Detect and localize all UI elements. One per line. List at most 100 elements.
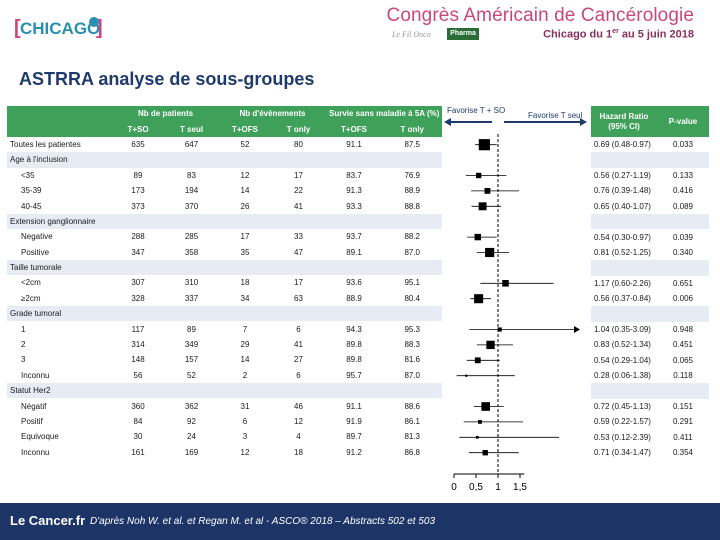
cell-value: 14 <box>240 355 250 365</box>
cell-value: 88.8 <box>404 201 421 211</box>
sub-header: T seul <box>164 121 219 137</box>
row-label: Positif <box>21 417 43 426</box>
hr-row: 0.65 (0.40-1.07) 0.089 <box>591 199 709 214</box>
cell-value <box>219 383 271 399</box>
p-value: 0.948 <box>672 324 694 334</box>
cell-value: 76.9 <box>404 170 421 180</box>
cell-value <box>382 213 443 230</box>
table-row: 2 314 349 29 41 89.8 88.3 <box>7 337 442 352</box>
sub-header: T only <box>271 121 326 137</box>
cell-value: 88.3 <box>404 340 421 350</box>
pvalue-header: P-value <box>657 106 709 137</box>
cell-value: 173 <box>131 186 145 196</box>
cell-value: 91.1 <box>346 139 362 149</box>
table-row: Toutes les patientes 635 647 52 80 91.1 87.5 <box>7 137 442 152</box>
cell-value <box>112 213 164 230</box>
row-label: Inconnu <box>21 370 50 380</box>
hazard-ratio-value: 1.04 (0.35-3.09) <box>594 324 651 334</box>
hr-point <box>484 188 491 194</box>
cell-value <box>382 383 443 399</box>
row-label: 2 <box>21 340 26 350</box>
hazard-ratio-value: 0.72 (0.45-1.13) <box>594 401 651 411</box>
cell-value: 41 <box>294 340 303 350</box>
hr-row: 0.72 (0.45-1.13) 0.151 <box>591 399 709 414</box>
p-value: 0.451 <box>672 340 694 350</box>
hr-row: 0.83 (0.52-1.34) 0.451 <box>591 337 709 352</box>
cell-value: 87.0 <box>404 247 421 257</box>
x-tick-label: 1,5 <box>513 482 527 493</box>
cell-value: 349 <box>184 340 199 350</box>
cell-value: 18 <box>294 447 303 457</box>
table-row: Inconnu 161 169 12 18 91.2 86.8 <box>7 445 442 460</box>
cell-value <box>326 259 383 276</box>
row-label: 40-45 <box>21 201 42 211</box>
cell-value: 12 <box>240 447 250 457</box>
p-value <box>657 213 709 230</box>
cell-value: 91.9 <box>346 417 362 426</box>
hazard-ratio-value: 0.56 (0.27-1.19) <box>594 170 651 180</box>
hr-point <box>497 327 502 332</box>
hr-row: 0.76 (0.39-1.48) 0.416 <box>591 183 709 198</box>
hazard-ratio-value: 0.83 (0.52-1.34) <box>594 340 651 350</box>
subgroup-category-row: Grade tumoral <box>7 306 443 322</box>
hr-row: 0.53 (0.12-2.39) 0.411 <box>591 429 709 444</box>
sub-header: T only <box>382 121 443 137</box>
cell-value: 83 <box>187 170 196 180</box>
cell-value: 89.7 <box>346 432 362 442</box>
sub-header-row: T+SO T seul T+OFS T only T+OFS T only <box>7 121 443 137</box>
hr-point <box>475 172 482 179</box>
p-value <box>657 306 709 322</box>
hr-row: 0.54 (0.29-1.04) 0.065 <box>591 352 709 367</box>
cell-value: 81.3 <box>404 432 421 442</box>
hr-row: 1.17 (0.60-2.26) 0.651 <box>591 276 709 291</box>
subgroup-table: Nb de patients Nb d'évènements Survie sa… <box>7 106 443 460</box>
cell-value: 88.9 <box>346 293 362 303</box>
cell-value: 89 <box>133 170 143 180</box>
cell-value <box>326 306 383 322</box>
hazard-ratio-value <box>591 213 657 230</box>
cell-value: 17 <box>294 170 303 180</box>
cell-value: 2 <box>242 370 248 380</box>
subgroup-category-row: Age à l'inclusion <box>7 152 443 168</box>
cell-value <box>112 383 164 399</box>
hazard-ratio-value: 0.65 (0.40-1.07) <box>594 201 651 211</box>
cell-value: 328 <box>131 293 145 303</box>
svg-text:CHICAGO: CHICAGO <box>20 19 100 38</box>
table-row: <2cm 307 310 18 17 93.6 95.1 <box>7 275 442 290</box>
hr-row: 1.04 (0.35-3.09) 0.948 <box>591 322 709 337</box>
cell-value <box>271 213 326 230</box>
row-label: 3 <box>21 355 26 365</box>
hr-header: Hazard Ratio (95% CI) <box>591 106 657 137</box>
cell-value: 92 <box>187 417 196 426</box>
cell-value: 6 <box>296 370 301 380</box>
table-row: Negative 288 285 17 33 93.7 88.2 <box>7 229 442 244</box>
subgroup-category-row: Statut Her2 <box>7 383 443 399</box>
cell-value: 310 <box>184 278 199 288</box>
cell-value <box>271 383 326 399</box>
cell-value: 56 <box>133 370 143 380</box>
sub-header: T+SO <box>112 121 164 137</box>
svg-text:[: [ <box>14 17 21 39</box>
cell-value: 12 <box>294 417 303 426</box>
chicago-logo: [ CHICAGO ] <box>8 12 104 40</box>
row-label: <2cm <box>21 278 41 288</box>
cell-value: 17 <box>240 232 250 242</box>
cell-value <box>326 213 383 230</box>
cell-value <box>271 152 326 168</box>
hr-point <box>485 247 495 258</box>
row-label: ≥2cm <box>21 293 41 303</box>
cell-value: 148 <box>131 355 145 365</box>
hr-point <box>478 420 482 424</box>
cell-value: 89 <box>187 324 196 334</box>
cell-value: 307 <box>131 278 145 288</box>
cell-value: 18 <box>240 278 250 288</box>
cell-value: 95.1 <box>404 278 421 288</box>
cell-value: 80 <box>294 139 303 149</box>
hr-point <box>474 357 481 364</box>
fil-onco-logo: Le Fil Onco <box>392 30 431 39</box>
p-value: 0.151 <box>672 401 694 411</box>
cell-value: 360 <box>131 401 145 411</box>
cell-value: 95.3 <box>404 324 421 334</box>
cell-value: 169 <box>184 447 199 457</box>
hr-point <box>481 402 490 411</box>
